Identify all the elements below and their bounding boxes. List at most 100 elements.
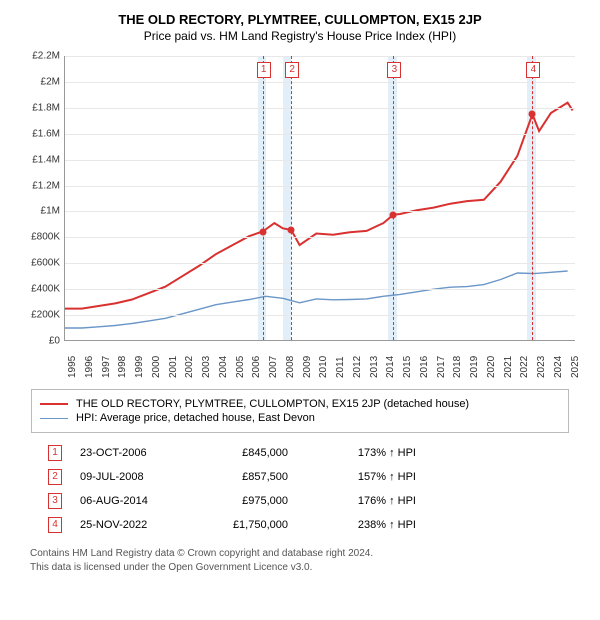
sale-point [390, 211, 397, 218]
x-axis-label: 2007 [268, 338, 279, 378]
y-axis-label: £200K [31, 310, 60, 321]
legend-item: THE OLD RECTORY, PLYMTREE, CULLOMPTON, E… [40, 398, 560, 410]
y-axis-label: £1M [41, 206, 60, 217]
x-axis-label: 2018 [452, 338, 463, 378]
transaction-row: 425-NOV-2022£1,750,000238% ↑ HPI [40, 513, 560, 537]
gridline [65, 237, 575, 238]
gridline [65, 160, 575, 161]
x-axis-label: 2003 [201, 338, 212, 378]
transaction-date: 09-JUL-2008 [80, 471, 180, 483]
marker-label: 2 [285, 62, 299, 78]
transaction-price: £845,000 [198, 447, 288, 459]
transaction-number: 4 [48, 517, 62, 533]
x-axis-label: 2008 [285, 338, 296, 378]
x-axis-label: 2016 [419, 338, 430, 378]
y-axis-label: £2M [41, 76, 60, 87]
transaction-price: £975,000 [198, 495, 288, 507]
transaction-pct: 176% ↑ HPI [306, 495, 416, 507]
gridline [65, 134, 575, 135]
gridline [65, 108, 575, 109]
x-axis-label: 2009 [302, 338, 313, 378]
transaction-pct: 173% ↑ HPI [306, 447, 416, 459]
legend-label: HPI: Average price, detached house, East… [76, 412, 315, 424]
marker-label: 4 [526, 62, 540, 78]
sale-point [529, 111, 536, 118]
x-axis-label: 2010 [318, 338, 329, 378]
legend-swatch [40, 403, 68, 405]
legend-label: THE OLD RECTORY, PLYMTREE, CULLOMPTON, E… [76, 398, 469, 410]
y-axis-label: £400K [31, 284, 60, 295]
transaction-price: £857,500 [198, 471, 288, 483]
gridline [65, 263, 575, 264]
legend-swatch [40, 418, 68, 419]
x-axis-label: 2022 [519, 338, 530, 378]
sale-point [288, 226, 295, 233]
x-axis-label: 2013 [369, 338, 380, 378]
marker-label: 1 [257, 62, 271, 78]
y-axis-label: £1.4M [32, 154, 60, 165]
x-axis-label: 2005 [235, 338, 246, 378]
x-axis-label: 2017 [436, 338, 447, 378]
x-axis-label: 2011 [335, 338, 346, 378]
gridline [65, 315, 575, 316]
legend: THE OLD RECTORY, PLYMTREE, CULLOMPTON, E… [31, 389, 569, 433]
x-axis-label: 2012 [352, 338, 363, 378]
gridline [65, 289, 575, 290]
transaction-date: 23-OCT-2006 [80, 447, 180, 459]
footer-line: This data is licensed under the Open Gov… [30, 561, 570, 575]
x-axis-label: 1998 [117, 338, 128, 378]
transaction-number: 1 [48, 445, 62, 461]
footer: Contains HM Land Registry data © Crown c… [30, 547, 570, 575]
marker-line [263, 56, 264, 340]
x-axis-label: 1997 [101, 338, 112, 378]
x-axis-label: 2000 [151, 338, 162, 378]
transaction-price: £1,750,000 [198, 519, 288, 531]
marker-line [532, 56, 533, 340]
transaction-number: 2 [48, 469, 62, 485]
x-axis-label: 2025 [570, 338, 581, 378]
y-axis-label: £1.2M [32, 180, 60, 191]
y-axis-label: £800K [31, 232, 60, 243]
marker-label: 3 [387, 62, 401, 78]
x-axis-label: 2015 [402, 338, 413, 378]
x-axis-label: 2014 [385, 338, 396, 378]
x-axis-label: 2002 [184, 338, 195, 378]
x-axis-label: 2023 [536, 338, 547, 378]
marker-line [291, 56, 292, 340]
gridline [65, 82, 575, 83]
transaction-pct: 157% ↑ HPI [306, 471, 416, 483]
transactions-table: 1 23-OCT-2006 £845,000 173% ↑ HPI 2 09-JUL-20… [40, 441, 560, 537]
x-axis-label: 2024 [553, 338, 564, 378]
chart-title: THE OLD RECTORY, PLYMTREE, CULLOMPTON, E… [10, 12, 590, 27]
transaction-row: 3 06-AUG-2014 £975,000 176% ↑ HPI [40, 489, 560, 513]
marker-line [393, 56, 394, 340]
x-axis-label: 1995 [67, 338, 78, 378]
series-line [65, 271, 568, 328]
transaction-number: 3 [48, 493, 62, 509]
transaction-date: 25-NOV-2022 [80, 519, 180, 531]
chart: 12 3 4 £0 £200K £400K £600K £800K £1M £1.2M £1.4M… [20, 51, 580, 381]
gridline [65, 56, 575, 57]
sale-point [259, 228, 266, 235]
transaction-row: 1 23-OCT-2006 £845,000 173% ↑ HPI [40, 441, 560, 465]
plot-area: 12 3 4 [64, 56, 575, 341]
x-axis-label: 1996 [84, 338, 95, 378]
x-axis-label: 2021 [503, 338, 514, 378]
y-axis-label: £2.2M [32, 51, 60, 62]
y-axis-label: £600K [31, 258, 60, 269]
footer-line: Contains HM Land Registry data © Crown c… [30, 547, 570, 561]
y-axis-label: £1.8M [32, 102, 60, 113]
x-axis-label: 2006 [251, 338, 262, 378]
transaction-date: 06-AUG-2014 [80, 495, 180, 507]
x-axis-label: 2004 [218, 338, 229, 378]
y-axis-label: £1.6M [32, 128, 60, 139]
x-axis-label: 2019 [469, 338, 480, 378]
gridline [65, 211, 575, 212]
legend-item: HPI: Average price, detached house, East… [40, 412, 560, 424]
chart-lines [65, 56, 575, 340]
x-axis-label: 2001 [168, 338, 179, 378]
chart-subtitle: Price paid vs. HM Land Registry's House … [10, 29, 590, 43]
transaction-row: 2 09-JUL-2008 £857,500 157% ↑ HPI [40, 465, 560, 489]
gridline [65, 186, 575, 187]
y-axis-label: £0 [49, 336, 60, 347]
